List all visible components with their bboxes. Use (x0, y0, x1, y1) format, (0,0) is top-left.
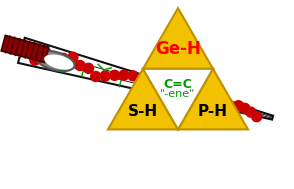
Polygon shape (143, 8, 213, 69)
Circle shape (167, 86, 177, 96)
Circle shape (179, 94, 189, 104)
Circle shape (175, 83, 185, 93)
Circle shape (119, 70, 129, 80)
Circle shape (128, 71, 138, 81)
Text: C=C: C=C (163, 78, 193, 91)
Circle shape (199, 97, 209, 107)
Text: P-H: P-H (198, 104, 228, 119)
Circle shape (226, 101, 236, 111)
Polygon shape (18, 38, 273, 120)
Circle shape (187, 90, 197, 100)
Circle shape (75, 60, 85, 70)
Polygon shape (108, 69, 178, 129)
Circle shape (91, 71, 101, 81)
Circle shape (110, 70, 120, 80)
Ellipse shape (44, 55, 66, 67)
Circle shape (83, 63, 93, 73)
Circle shape (58, 53, 68, 63)
Text: Ge-H: Ge-H (155, 40, 201, 58)
Circle shape (41, 48, 51, 58)
Circle shape (252, 112, 262, 122)
Circle shape (246, 107, 256, 117)
Ellipse shape (44, 54, 74, 70)
Circle shape (68, 52, 78, 62)
Text: S-H: S-H (128, 104, 158, 119)
Polygon shape (143, 69, 213, 129)
Circle shape (195, 88, 205, 98)
Circle shape (214, 94, 224, 104)
Circle shape (233, 101, 243, 111)
Ellipse shape (36, 51, 74, 71)
Circle shape (219, 104, 229, 114)
Polygon shape (178, 69, 248, 129)
Polygon shape (1, 36, 49, 63)
Circle shape (207, 96, 217, 106)
Circle shape (30, 55, 40, 65)
Circle shape (100, 71, 110, 81)
Circle shape (49, 55, 59, 65)
Circle shape (240, 103, 250, 113)
Text: "-ene": "-ene" (160, 89, 196, 99)
